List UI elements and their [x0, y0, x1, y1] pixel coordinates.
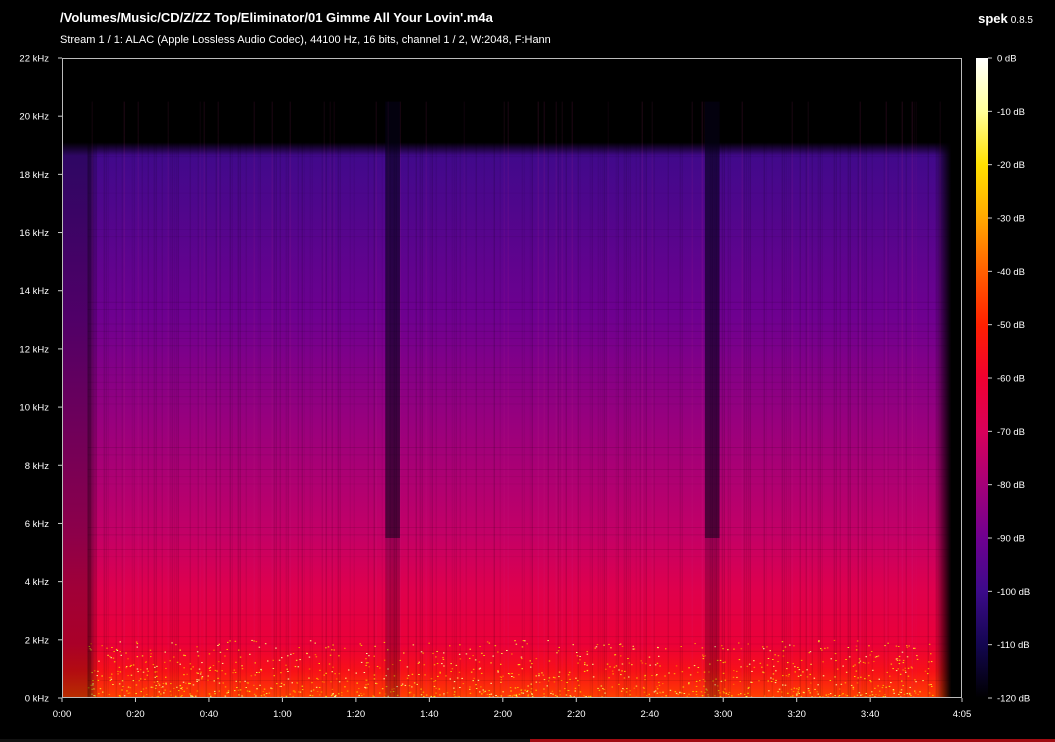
x-tick-label: 1:00: [273, 709, 292, 720]
colorbar-tick-label: -40 dB: [997, 267, 1025, 278]
status-strip: [0, 739, 1055, 742]
app-label: spek 0.8.5: [978, 11, 1033, 26]
x-tick-label: 1:20: [347, 709, 366, 720]
colorbar-tick-label: -110 dB: [997, 640, 1030, 651]
colorbar-tick-label: 0 dB: [997, 54, 1017, 65]
intro-band: [62, 101, 88, 698]
axes: 0 kHz 2 kHz 4 kHz 6 kHz 8 kHz 10 kHz 12 kHz 14 …: [19, 54, 971, 721]
x-tick-label: 3:00: [714, 709, 733, 720]
y-tick-label: 10 kHz: [19, 403, 49, 414]
spectrum-body: [87, 101, 951, 698]
y-tick-label: 2 kHz: [25, 635, 50, 646]
y-tick-label: 8 kHz: [25, 461, 50, 472]
stream-info: Stream 1 / 1: ALAC (Apple Lossless Audio…: [60, 34, 551, 46]
y-tick-label: 16 kHz: [19, 228, 49, 239]
x-tick-label: 3:20: [787, 709, 806, 720]
y-tick-label: 18 kHz: [19, 170, 49, 181]
colorbar-tick-label: -80 dB: [997, 480, 1025, 491]
y-tick-label: 0 kHz: [25, 694, 50, 705]
colorbar-tick-label: -60 dB: [997, 374, 1025, 385]
y-tick-label: 20 kHz: [19, 112, 49, 123]
x-tick-label: 0:00: [53, 709, 72, 720]
colorbar-scale: [976, 58, 988, 698]
x-tick-label: 3:40: [861, 709, 880, 720]
colorbar-tick-label: -20 dB: [997, 160, 1025, 171]
app-name: spek: [978, 11, 1008, 26]
y-tick-label: 22 kHz: [19, 54, 49, 65]
quiet-segment: [704, 101, 720, 698]
app-version: 0.8.5: [1010, 15, 1033, 26]
y-tick-label: 6 kHz: [25, 519, 50, 530]
x-tick-label: 2:40: [641, 709, 660, 720]
y-tick-label: 14 kHz: [19, 286, 49, 297]
x-tick-label: 4:05: [953, 709, 972, 720]
x-tick-label: 2:00: [494, 709, 513, 720]
x-tick-label: 0:40: [200, 709, 219, 720]
quiet-segment: [385, 101, 400, 698]
colorbar-tick-label: -30 dB: [997, 214, 1025, 225]
colorbar: 0 dB -10 dB -20 dB -30 dB -40 dB -50 dB -60 dB…: [976, 54, 1030, 705]
plot-frame: [62, 58, 962, 698]
colorbar-tick-label: -70 dB: [997, 427, 1025, 438]
y-tick-label: 4 kHz: [25, 577, 50, 588]
plot-area: [62, 58, 962, 698]
x-tick-label: 2:20: [567, 709, 586, 720]
x-tick-label: 0:20: [126, 709, 145, 720]
spectrum-texture: [87, 101, 952, 698]
y-tick-label: 12 kHz: [19, 344, 49, 355]
colorbar-tick-label: -50 dB: [997, 320, 1025, 331]
colorbar-tick-label: -10 dB: [997, 107, 1025, 118]
colorbar-tick-label: -100 dB: [997, 587, 1030, 598]
file-path-title: /Volumes/Music/CD/Z/ZZ Top/Eliminator/01…: [60, 10, 493, 25]
colorbar-tick-label: -120 dB: [997, 694, 1030, 705]
colorbar-tick-label: -90 dB: [997, 534, 1025, 545]
x-tick-label: 1:40: [420, 709, 439, 720]
